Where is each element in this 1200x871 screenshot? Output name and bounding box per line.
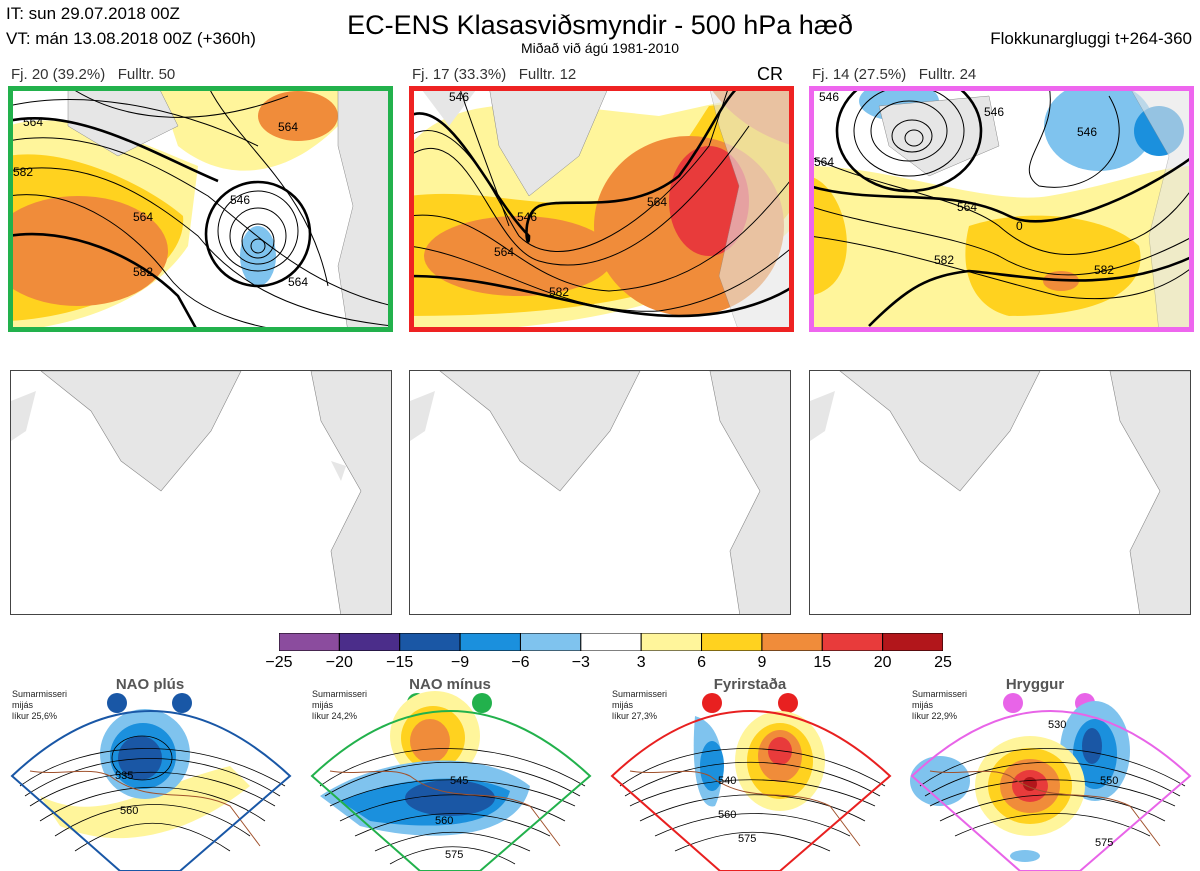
- regime-nao-plus: NAO plús Sumarmisseri mijás líkur 25,6% 53…: [0, 676, 300, 871]
- colorbar-tick-label: 20: [873, 654, 892, 671]
- colorbar-swatch: [761, 633, 823, 651]
- cluster-1-frame: [8, 86, 393, 332]
- regime-dot: [472, 693, 492, 713]
- svg-text:546: 546: [449, 90, 469, 104]
- svg-text:582: 582: [133, 265, 153, 279]
- initial-time: IT: sun 29.07.2018 00Z: [6, 4, 180, 23]
- contour-label: 545: [450, 775, 468, 787]
- colorbar-tick-label: 3: [636, 654, 646, 671]
- colorbar-swatch: [519, 633, 582, 651]
- regime-dot: [107, 693, 127, 713]
- colorbar-tick-label: −6: [511, 654, 530, 671]
- regime-info: Sumarmisseri mijás líkur 27,3%: [612, 689, 668, 721]
- colorbar-swatch: [821, 633, 884, 651]
- page-title: EC-ENS Klasasviðsmyndir - 500 hPa hæð: [347, 10, 853, 40]
- contour-label: 575: [1095, 837, 1113, 849]
- colorbar-tick-label: −20: [325, 654, 353, 671]
- svg-text:582: 582: [1094, 263, 1114, 277]
- contour-label: 560: [435, 815, 453, 827]
- colorbar-swatch: [459, 633, 521, 651]
- regime-name: NAO plús: [115, 676, 185, 693]
- regime-dot: [702, 693, 722, 713]
- contour-label: 575: [445, 849, 463, 861]
- regime-info: Sumarmisseri mijás líkur 22,9%: [912, 689, 968, 721]
- svg-text:564: 564: [957, 200, 977, 214]
- lower-map-3: [809, 370, 1191, 615]
- colorbar-tick-label: 15: [813, 654, 832, 671]
- svg-text:564: 564: [814, 155, 834, 169]
- svg-text:564: 564: [23, 115, 43, 129]
- regime-nao-minus: NAO mínus Sumarmisseri mijás líkur 24,2% 5…: [300, 676, 600, 871]
- contour-label: 530: [1048, 719, 1066, 731]
- contour-label: 540: [718, 775, 736, 787]
- regime-name: Fyrirstaða: [713, 676, 787, 693]
- svg-text:564: 564: [288, 275, 308, 289]
- colorbar-swatch: [338, 633, 401, 651]
- colorbar-tick-label: 9: [757, 654, 767, 671]
- regime-ridge: Hryggur Sumarmisseri mijás líkur 22,9% 530…: [900, 676, 1200, 871]
- svg-text:546: 546: [984, 105, 1004, 119]
- contour-label: 550: [1100, 775, 1118, 787]
- regime-outline: [610, 710, 892, 871]
- svg-text:582: 582: [13, 165, 33, 179]
- colorbar-tick-label: −15: [386, 654, 414, 671]
- regime-outline: [10, 710, 292, 871]
- svg-text:582: 582: [549, 285, 569, 299]
- svg-text:546: 546: [1077, 125, 1097, 139]
- cluster-2-map: 546 564 582 564 546: [409, 86, 794, 332]
- regime-outline: [910, 710, 1192, 871]
- contour-label: 560: [718, 809, 736, 821]
- cluster-1-label: Fj. 20 (39.2%) Fulltr. 50: [11, 66, 176, 83]
- regime-name: NAO mínus: [409, 676, 491, 693]
- contour-label: 560: [120, 805, 138, 817]
- cluster-2-frame: [409, 86, 794, 332]
- svg-text:564: 564: [494, 245, 514, 259]
- regime-dot: [778, 693, 798, 713]
- regime-outline: [310, 710, 592, 871]
- regime-info: Sumarmisseri mijás líkur 24,2%: [312, 689, 368, 721]
- colorbar: [279, 633, 943, 651]
- colorbar-tick-label: −3: [571, 654, 590, 671]
- svg-text:546: 546: [230, 193, 250, 207]
- cluster-2-label: Fj. 17 (33.3%) Fulltr. 12: [412, 66, 577, 83]
- lower-map-1: [10, 370, 392, 615]
- colorbar-tick-label: −25: [265, 654, 293, 671]
- cluster-1-map: 564 582 564 582 546 564 564: [8, 86, 393, 332]
- colorbar-swatch: [701, 633, 763, 651]
- colorbar-ticks: −25 −20 −15 −9 −6 −3 3 6 9 15 20 25: [0, 654, 1200, 674]
- svg-text:564: 564: [133, 210, 153, 224]
- svg-text:564: 564: [647, 195, 667, 209]
- cluster-2-badge: CR: [757, 64, 783, 84]
- colorbar-swatch: [279, 633, 340, 651]
- contour-label: 575: [738, 833, 756, 845]
- regime-name: Hryggur: [1005, 676, 1065, 693]
- colorbar-tick-label: 25: [934, 654, 952, 671]
- valid-time: VT: mán 13.08.2018 00Z (+360h): [6, 29, 256, 48]
- page-subtitle: Miðað við ágú 1981-2010: [520, 40, 679, 56]
- svg-text:0: 0: [1016, 219, 1023, 233]
- svg-text:564: 564: [278, 120, 298, 134]
- regime-dot: [172, 693, 192, 713]
- lower-map-2: [409, 370, 791, 615]
- regime-dot: [1003, 693, 1023, 713]
- cluster-3-frame: [809, 86, 1194, 332]
- colorbar-swatch: [640, 633, 703, 651]
- cluster-3-map: 546 546 564 564 0 582 582 546: [809, 86, 1194, 332]
- colorbar-tick-label: −9: [450, 654, 470, 671]
- svg-text:546: 546: [517, 210, 537, 224]
- colorbar-swatch: [399, 633, 461, 651]
- svg-text:582: 582: [934, 253, 954, 267]
- cluster-3-label: Fj. 14 (27.5%) Fulltr. 24: [812, 66, 977, 83]
- regime-blocking: Fyrirstaða Sumarmisseri mijás líkur 27,3% …: [600, 676, 900, 871]
- colorbar-tick-label: 6: [697, 654, 706, 671]
- colorbar-swatch: [580, 633, 642, 651]
- regime-info: Sumarmisseri mijás líkur 25,6%: [12, 689, 68, 721]
- classification-window: Flokkunargluggi t+264-360: [990, 29, 1192, 48]
- contour-label: 535: [115, 770, 133, 782]
- colorbar-swatch: [882, 633, 943, 651]
- svg-text:546: 546: [819, 90, 839, 104]
